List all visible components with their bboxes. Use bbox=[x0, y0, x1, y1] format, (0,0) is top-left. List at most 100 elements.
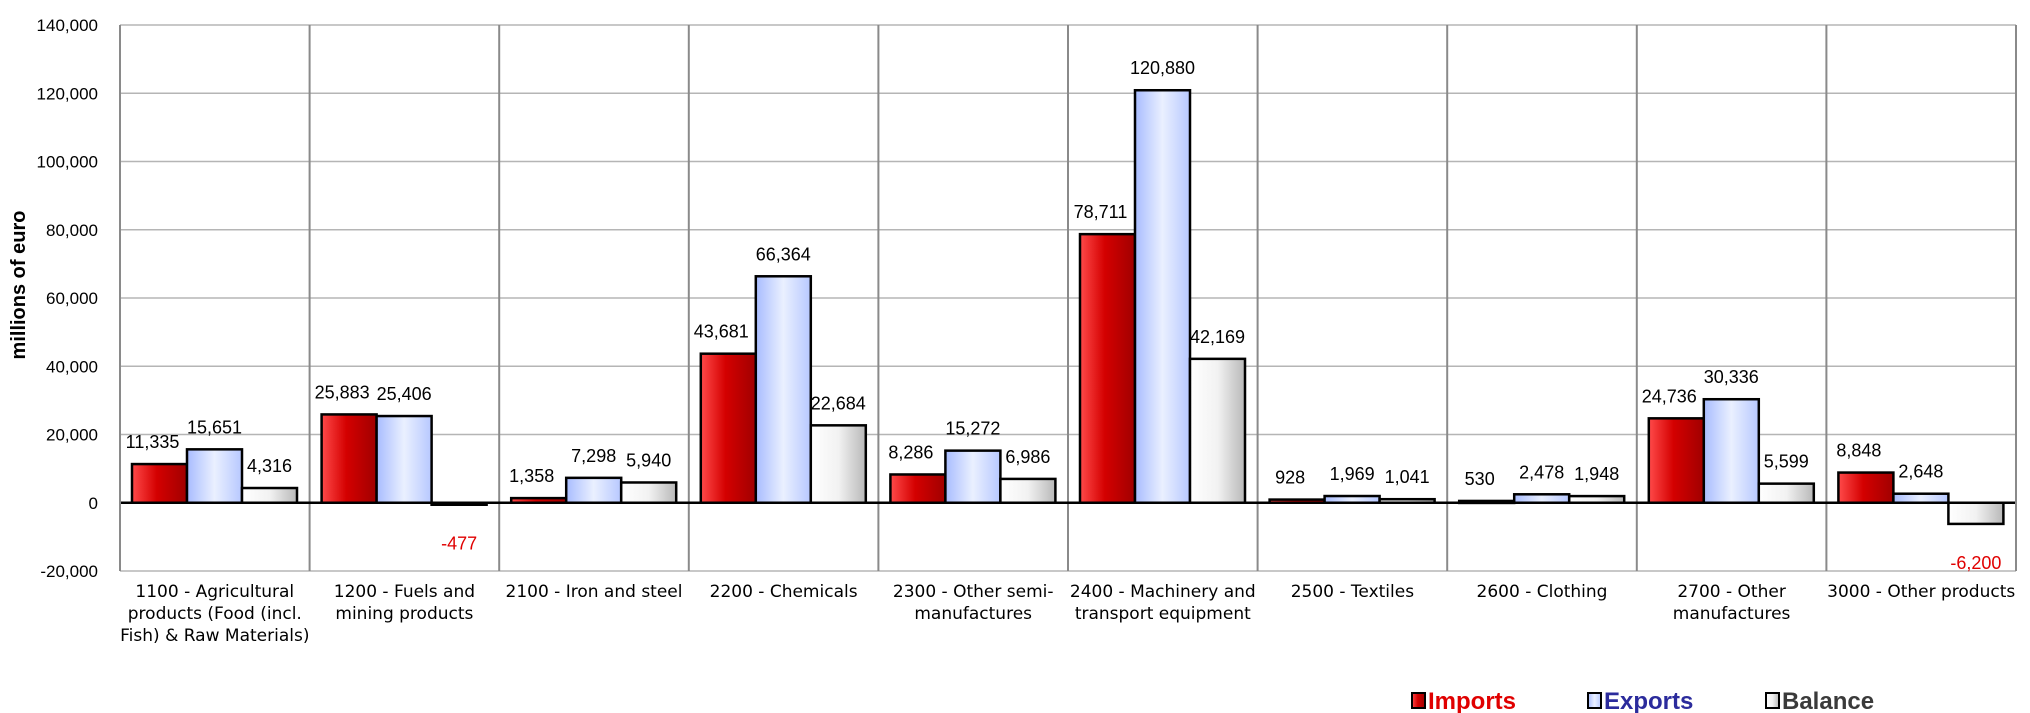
data-labels: 11,335 25,883 1,358 43,681 8,286 78,711 928 530… bbox=[126, 58, 2002, 573]
bar-exports bbox=[1702, 397, 1761, 504]
category-label: 2700 - Other manufactures bbox=[1673, 582, 1791, 624]
data-label-exports: 15,272 bbox=[945, 419, 1000, 439]
category-label: 2600 - Clothing bbox=[1477, 582, 1608, 602]
data-label-exports: 7,298 bbox=[571, 446, 616, 466]
bar-exports bbox=[564, 476, 623, 505]
data-label-balance: 4,316 bbox=[247, 456, 292, 476]
data-label-imports: 1,358 bbox=[509, 466, 554, 486]
bar-balance bbox=[619, 481, 678, 504]
bar-balance bbox=[1947, 501, 2005, 526]
bar-imports bbox=[320, 413, 378, 504]
bar-imports bbox=[699, 352, 758, 505]
data-label-exports: 25,406 bbox=[377, 384, 432, 404]
category-label: 2200 - Chemicals bbox=[710, 582, 858, 602]
y-tick-label: 100,000 bbox=[37, 153, 98, 172]
bar-exports bbox=[1133, 88, 1192, 504]
data-label-imports: 530 bbox=[1465, 469, 1495, 489]
category-label-line: manufactures bbox=[914, 604, 1032, 624]
category-label-line: 2100 - Iron and steel bbox=[506, 582, 683, 602]
data-label-imports: 78,711 bbox=[1074, 202, 1128, 222]
bar-balance bbox=[999, 477, 1057, 505]
category-label-line: 3000 - Other products bbox=[1827, 582, 2015, 602]
data-label-balance: 5,940 bbox=[626, 450, 671, 470]
data-label-imports: 8,848 bbox=[1836, 441, 1881, 461]
data-label-exports: 2,478 bbox=[1519, 462, 1564, 482]
y-tick-label: 40,000 bbox=[46, 357, 98, 376]
category-label: 2300 - Other semi-manufactures bbox=[893, 582, 1054, 624]
y-tick-label: 0 bbox=[89, 494, 98, 513]
bar-exports bbox=[1512, 493, 1571, 504]
bar-balance bbox=[809, 424, 868, 504]
bars bbox=[130, 88, 2005, 526]
data-label-exports: 66,364 bbox=[756, 244, 811, 264]
data-label-imports: 24,736 bbox=[1642, 386, 1697, 406]
bar-imports bbox=[889, 473, 947, 505]
category-label-line: 1200 - Fuels and bbox=[334, 582, 475, 602]
category-labels: 1100 - Agricultural products (Food (incl.… bbox=[120, 582, 2015, 646]
bar-imports bbox=[1078, 232, 1137, 504]
data-label-balance: 42,169 bbox=[1190, 327, 1245, 347]
data-label-balance: 6,986 bbox=[1005, 447, 1050, 467]
y-tick-label: 140,000 bbox=[37, 16, 98, 35]
category-label: 2500 - Textiles bbox=[1291, 582, 1414, 602]
bar-imports bbox=[1837, 471, 1895, 505]
data-label-balance: -6,200 bbox=[1950, 553, 2001, 573]
data-label-exports: 2,648 bbox=[1898, 462, 1943, 482]
category-label: 1100 - Agricultural products (Food (incl.… bbox=[120, 582, 309, 646]
bar-exports bbox=[1892, 492, 1950, 505]
y-tick-label: 60,000 bbox=[46, 289, 98, 308]
data-label-imports: 928 bbox=[1275, 468, 1305, 488]
y-tick-label: 20,000 bbox=[46, 426, 98, 445]
data-label-imports: 11,335 bbox=[126, 432, 180, 452]
data-label-balance: 1,041 bbox=[1385, 467, 1430, 487]
category-label-line: Fish) & Raw Materials) bbox=[120, 626, 309, 646]
category-label: 1200 - Fuels and mining products bbox=[334, 582, 475, 624]
data-label-exports: 120,880 bbox=[1130, 58, 1195, 78]
legend: Imports Exports Balance bbox=[1411, 688, 1874, 713]
bar-balance bbox=[1757, 482, 1816, 504]
y-axis-label: millions of euro bbox=[8, 211, 30, 360]
category-label-line: 2200 - Chemicals bbox=[710, 582, 858, 602]
bar-imports bbox=[1647, 417, 1706, 505]
category-label: 2100 - Iron and steel bbox=[506, 582, 683, 602]
category-label: 3000 - Other products bbox=[1827, 582, 2015, 602]
category-label-line: 2600 - Clothing bbox=[1477, 582, 1608, 602]
bar-exports bbox=[944, 449, 1002, 505]
bar-exports bbox=[185, 448, 244, 505]
bar-balance bbox=[240, 486, 299, 504]
category-label-line: mining products bbox=[335, 604, 473, 624]
y-tick-label: 80,000 bbox=[46, 221, 98, 240]
category-label: 2400 - Machinery and transport equipment bbox=[1070, 582, 1256, 624]
legend-label-imports: Imports bbox=[1428, 688, 1516, 713]
category-label-line: transport equipment bbox=[1075, 604, 1251, 624]
category-separators bbox=[308, 25, 1828, 571]
category-label-line: 2300 - Other semi- bbox=[893, 582, 1054, 602]
legend-swatch-exports bbox=[1587, 692, 1602, 709]
y-tick-label: -20,000 bbox=[40, 562, 98, 581]
category-label-line: 2400 - Machinery and bbox=[1070, 582, 1256, 602]
bar-exports bbox=[375, 414, 433, 505]
bar-imports bbox=[130, 462, 189, 504]
data-label-balance: -477 bbox=[441, 533, 477, 553]
bar-exports bbox=[754, 275, 813, 504]
category-label-line: 1100 - Agricultural bbox=[135, 582, 294, 602]
axes bbox=[119, 25, 2017, 571]
y-tick-labels: -20,000 0 20,000 40,000 60,000 80,000 100,000 1… bbox=[37, 16, 98, 581]
y-tick-label: 120,000 bbox=[37, 84, 98, 103]
data-label-exports: 30,336 bbox=[1704, 367, 1759, 387]
data-label-exports: 15,651 bbox=[187, 417, 242, 437]
category-label-line: manufactures bbox=[1673, 604, 1791, 624]
data-label-exports: 1,969 bbox=[1330, 464, 1375, 484]
legend-swatch-imports bbox=[1411, 692, 1426, 709]
category-label-line: products (Food (incl. bbox=[128, 604, 302, 624]
data-label-imports: 8,286 bbox=[888, 442, 933, 462]
legend-label-exports: Exports bbox=[1604, 688, 1693, 713]
bar-balance bbox=[1188, 357, 1247, 505]
data-label-balance: 1,948 bbox=[1574, 464, 1619, 484]
data-label-imports: 43,681 bbox=[694, 322, 749, 342]
legend-label-balance: Balance bbox=[1782, 688, 1874, 713]
data-label-imports: 25,883 bbox=[315, 382, 370, 402]
legend-swatch-balance bbox=[1765, 692, 1780, 709]
category-label-line: 2700 - Other bbox=[1677, 582, 1785, 602]
